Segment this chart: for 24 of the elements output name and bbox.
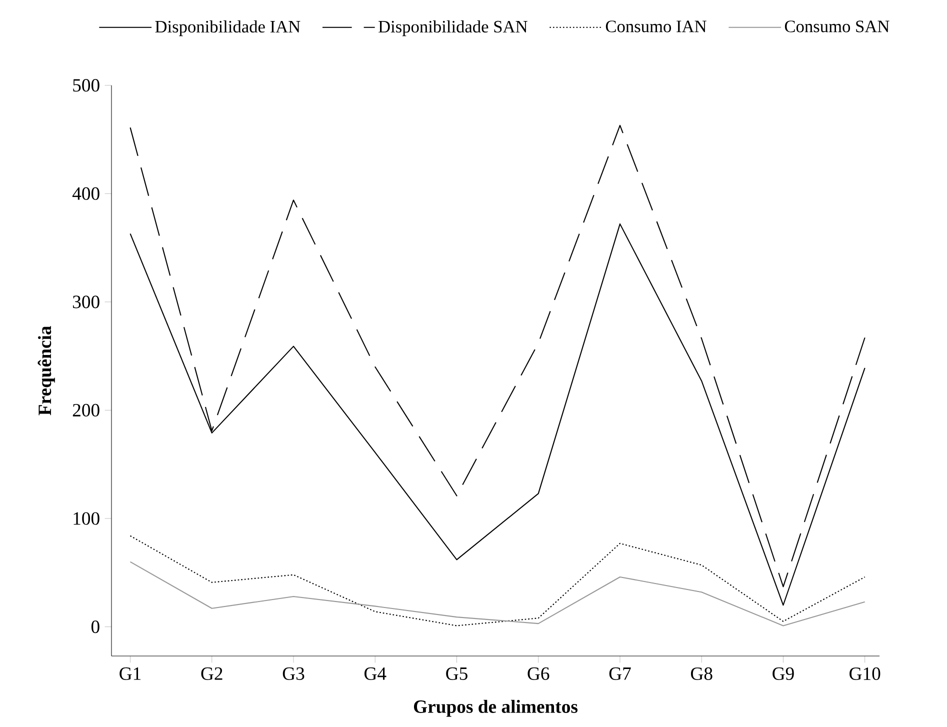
line-series xyxy=(130,561,866,626)
x-tick-label: G1 xyxy=(120,668,141,680)
x-tick-label: G3 xyxy=(282,668,304,680)
x-tick-label: G9 xyxy=(772,668,794,680)
y-tick-label: 100 xyxy=(74,512,100,525)
legend-label: Consumo IAN xyxy=(606,20,706,32)
x-tick-label: G6 xyxy=(528,668,550,680)
y-tick-label: 400 xyxy=(72,187,100,200)
x-tick-label: G2 xyxy=(201,668,222,680)
y-tick-label: 300 xyxy=(72,296,100,308)
x-tick-label: G10 xyxy=(850,668,880,680)
legend-label: Disponibilidade SAN xyxy=(378,20,528,36)
x-tick-label: G8 xyxy=(690,668,712,680)
y-axis-title: Frequência xyxy=(38,326,55,416)
x-tick-label: G7 xyxy=(609,668,631,680)
legend-label: Consumo SAN xyxy=(784,20,890,32)
y-tick-label: 500 xyxy=(73,79,100,92)
y-tick-label: 200 xyxy=(72,404,100,417)
legend-label: Disponibilidade IAN xyxy=(155,20,300,36)
y-tick-label: 0 xyxy=(91,620,100,634)
x-tick-label: G4 xyxy=(364,668,386,680)
line-series xyxy=(130,535,866,626)
x-axis-title: Grupos de alimentos xyxy=(414,700,578,717)
x-tick-label: G5 xyxy=(446,668,468,680)
